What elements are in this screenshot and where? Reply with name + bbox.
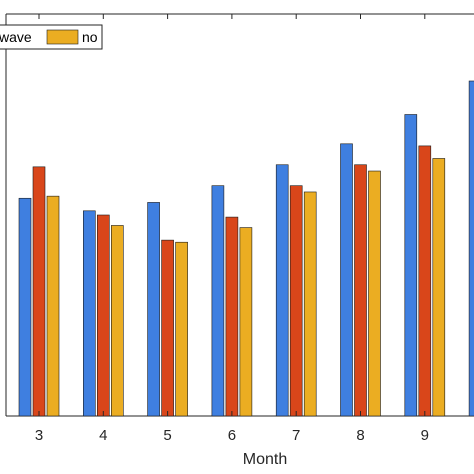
x-tick-label: 4 bbox=[99, 427, 107, 444]
bar-series3-month-6 bbox=[239, 227, 253, 417]
x-axis-label: Month bbox=[243, 451, 287, 468]
bar-series2-month-6 bbox=[225, 216, 239, 417]
x-tick-label: 3 bbox=[35, 427, 43, 444]
legend-label-no: no bbox=[82, 29, 98, 45]
bar-series1-month-7 bbox=[275, 164, 289, 417]
bar-series1-month-5 bbox=[147, 202, 160, 417]
x-tick-label: 7 bbox=[292, 427, 300, 444]
x-tick-label: 6 bbox=[228, 427, 236, 444]
bar-series1-month-4 bbox=[83, 210, 96, 417]
bar-series1-month-6 bbox=[211, 185, 225, 417]
x-tick-label: 5 bbox=[163, 427, 171, 444]
bar-series1-month-9 bbox=[404, 114, 418, 417]
bar-series3-month-9 bbox=[432, 158, 446, 417]
legend-swatch-no bbox=[46, 29, 79, 45]
bar-series1-month-3 bbox=[18, 197, 32, 417]
bar-series3-month-4 bbox=[111, 225, 124, 417]
x-tick-label: 9 bbox=[421, 427, 429, 444]
bars bbox=[18, 80, 474, 417]
bar-series2-month-5 bbox=[161, 239, 174, 417]
x-tick-label: 8 bbox=[356, 427, 364, 444]
bar-series2-month-9 bbox=[418, 145, 432, 417]
bar-series3-month-7 bbox=[303, 191, 317, 417]
bar-series2-month-8 bbox=[354, 164, 367, 417]
bar-series3-month-8 bbox=[368, 170, 381, 417]
bar-series2-month-7 bbox=[289, 185, 303, 417]
bar-series3-month-3 bbox=[46, 195, 60, 417]
bar-series2-month-3 bbox=[32, 166, 46, 417]
legend: wave no bbox=[0, 24, 103, 50]
bar-series1-month-8 bbox=[340, 143, 353, 417]
bar-series2-month-4 bbox=[97, 214, 110, 417]
bar-series3-month-5 bbox=[175, 241, 188, 417]
legend-label-wave: wave bbox=[0, 29, 32, 45]
x-axis-ticks: 3 4 5 6 7 8 9 bbox=[35, 14, 429, 444]
bar-series1-month-group8 bbox=[468, 80, 474, 417]
